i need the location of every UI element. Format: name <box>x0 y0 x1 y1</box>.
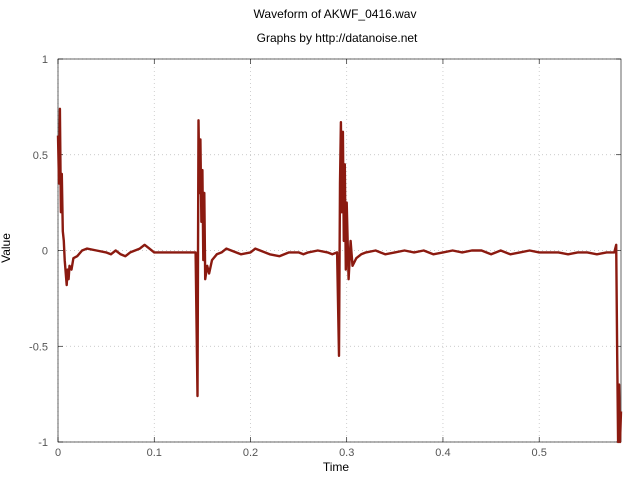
chart-title: Waveform of AKWF_0416.wav <box>254 7 417 21</box>
x-tick-label: 0.4 <box>435 447 450 459</box>
chart-subtitle: Graphs by http://datanoise.net <box>257 31 418 45</box>
y-axis-label: Value <box>0 233 13 263</box>
y-tick-label: 0 <box>42 246 48 258</box>
series-line <box>56 107 623 444</box>
x-axis-label: Time <box>323 460 350 474</box>
y-tick-label: -0.5 <box>29 341 48 353</box>
y-tick-label: 1 <box>42 54 48 66</box>
x-tick-label: 0.1 <box>147 447 162 459</box>
y-tick-label: -1 <box>38 437 48 449</box>
x-tick-label: 0.2 <box>243 447 258 459</box>
series-group <box>56 107 623 444</box>
x-tick-label: 0.5 <box>532 447 547 459</box>
x-tick-label: 0 <box>55 447 61 459</box>
y-tick-label: 0.5 <box>33 150 48 162</box>
axis-ticks: 0 0.1 0.2 0.3 0.4 0.5 -1 -0.5 0 0.5 1 <box>29 54 621 459</box>
x-tick-label: 0.3 <box>339 447 354 459</box>
